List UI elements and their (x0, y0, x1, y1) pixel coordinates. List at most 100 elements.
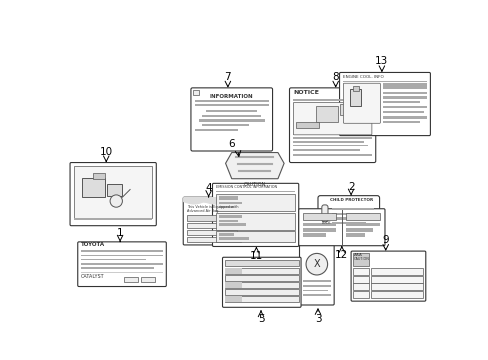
Bar (353, 276, 368, 283)
Bar (224, 260, 298, 266)
Text: 10: 10 (100, 147, 113, 157)
Bar (383, 121, 420, 123)
Bar (345, 222, 379, 226)
Bar (353, 253, 368, 266)
Text: CAUTION: CAUTION (353, 257, 369, 261)
Bar (187, 223, 241, 228)
Bar (74, 218, 152, 220)
Text: CATALYST: CATALYST (81, 274, 104, 279)
Bar (224, 282, 241, 288)
Bar (331, 208, 373, 210)
Bar (370, 268, 423, 275)
FancyBboxPatch shape (343, 83, 380, 123)
Bar (331, 217, 373, 220)
Bar (81, 178, 104, 197)
Bar (216, 194, 294, 211)
FancyBboxPatch shape (183, 197, 244, 245)
FancyBboxPatch shape (321, 205, 327, 222)
Bar (93, 173, 104, 180)
Bar (343, 81, 426, 82)
Bar (74, 166, 152, 218)
Text: 11: 11 (249, 251, 263, 261)
Bar (81, 255, 163, 256)
Bar (293, 154, 371, 156)
Bar (345, 213, 379, 220)
FancyBboxPatch shape (293, 103, 371, 135)
Bar (302, 289, 327, 291)
Bar (331, 222, 366, 224)
Text: 2: 2 (347, 182, 354, 192)
Bar (353, 268, 368, 275)
Bar (218, 197, 238, 200)
Bar (383, 83, 426, 89)
Bar (224, 289, 298, 295)
Bar (194, 129, 238, 131)
Bar (353, 283, 368, 291)
Bar (194, 100, 268, 102)
Text: NOTICE: NOTICE (293, 90, 319, 95)
Text: 5: 5 (257, 314, 264, 324)
Bar (302, 285, 330, 287)
Bar (81, 250, 163, 252)
Bar (370, 291, 423, 298)
Bar (216, 231, 294, 242)
Text: TOYOTA: TOYOTA (81, 243, 105, 247)
FancyBboxPatch shape (289, 88, 375, 163)
Bar (187, 237, 241, 242)
Bar (202, 124, 249, 126)
Circle shape (110, 195, 122, 207)
Text: AAA: AAA (353, 253, 362, 257)
Bar (383, 101, 420, 103)
Bar (224, 268, 298, 274)
Bar (107, 184, 122, 195)
Bar (193, 90, 199, 95)
Bar (353, 291, 368, 298)
Bar (383, 116, 426, 119)
Bar (293, 137, 371, 139)
Text: X: X (313, 259, 320, 269)
Bar (81, 259, 146, 260)
FancyBboxPatch shape (78, 242, 166, 287)
Text: 12: 12 (335, 250, 348, 260)
Text: 3: 3 (314, 314, 321, 324)
Text: 7: 7 (224, 72, 231, 82)
Bar (316, 106, 337, 122)
FancyBboxPatch shape (222, 257, 301, 307)
Bar (218, 206, 234, 208)
Bar (81, 272, 163, 274)
FancyBboxPatch shape (70, 163, 156, 226)
Bar (339, 104, 353, 115)
Bar (302, 280, 330, 282)
Text: ENGINE COOL. INFO: ENGINE COOL. INFO (343, 75, 384, 79)
Bar (302, 233, 325, 237)
Bar (302, 228, 336, 232)
Bar (224, 282, 298, 288)
Bar (352, 86, 358, 91)
Bar (293, 149, 360, 151)
Text: INFORMATION: INFORMATION (209, 94, 253, 99)
Text: 4: 4 (205, 183, 211, 193)
Bar (302, 222, 336, 226)
Bar (218, 233, 234, 236)
FancyBboxPatch shape (317, 195, 379, 238)
Bar (302, 213, 336, 220)
Bar (123, 276, 138, 282)
FancyBboxPatch shape (298, 209, 384, 246)
Text: 1: 1 (117, 228, 123, 238)
Bar (218, 215, 241, 218)
Text: Advanced Air Bag: Advanced Air Bag (187, 209, 218, 213)
Bar (370, 283, 423, 291)
Text: 9: 9 (382, 235, 388, 245)
Text: This Vehicle is Equipped with: This Vehicle is Equipped with (187, 205, 238, 209)
FancyBboxPatch shape (212, 183, 298, 247)
Bar (81, 267, 154, 269)
Bar (331, 213, 369, 215)
Bar (370, 276, 423, 283)
Circle shape (305, 253, 327, 275)
Bar (218, 223, 245, 226)
FancyBboxPatch shape (299, 245, 333, 305)
Text: LOCK: LOCK (321, 221, 331, 225)
Bar (224, 296, 241, 302)
Bar (345, 233, 364, 237)
Bar (216, 213, 294, 230)
